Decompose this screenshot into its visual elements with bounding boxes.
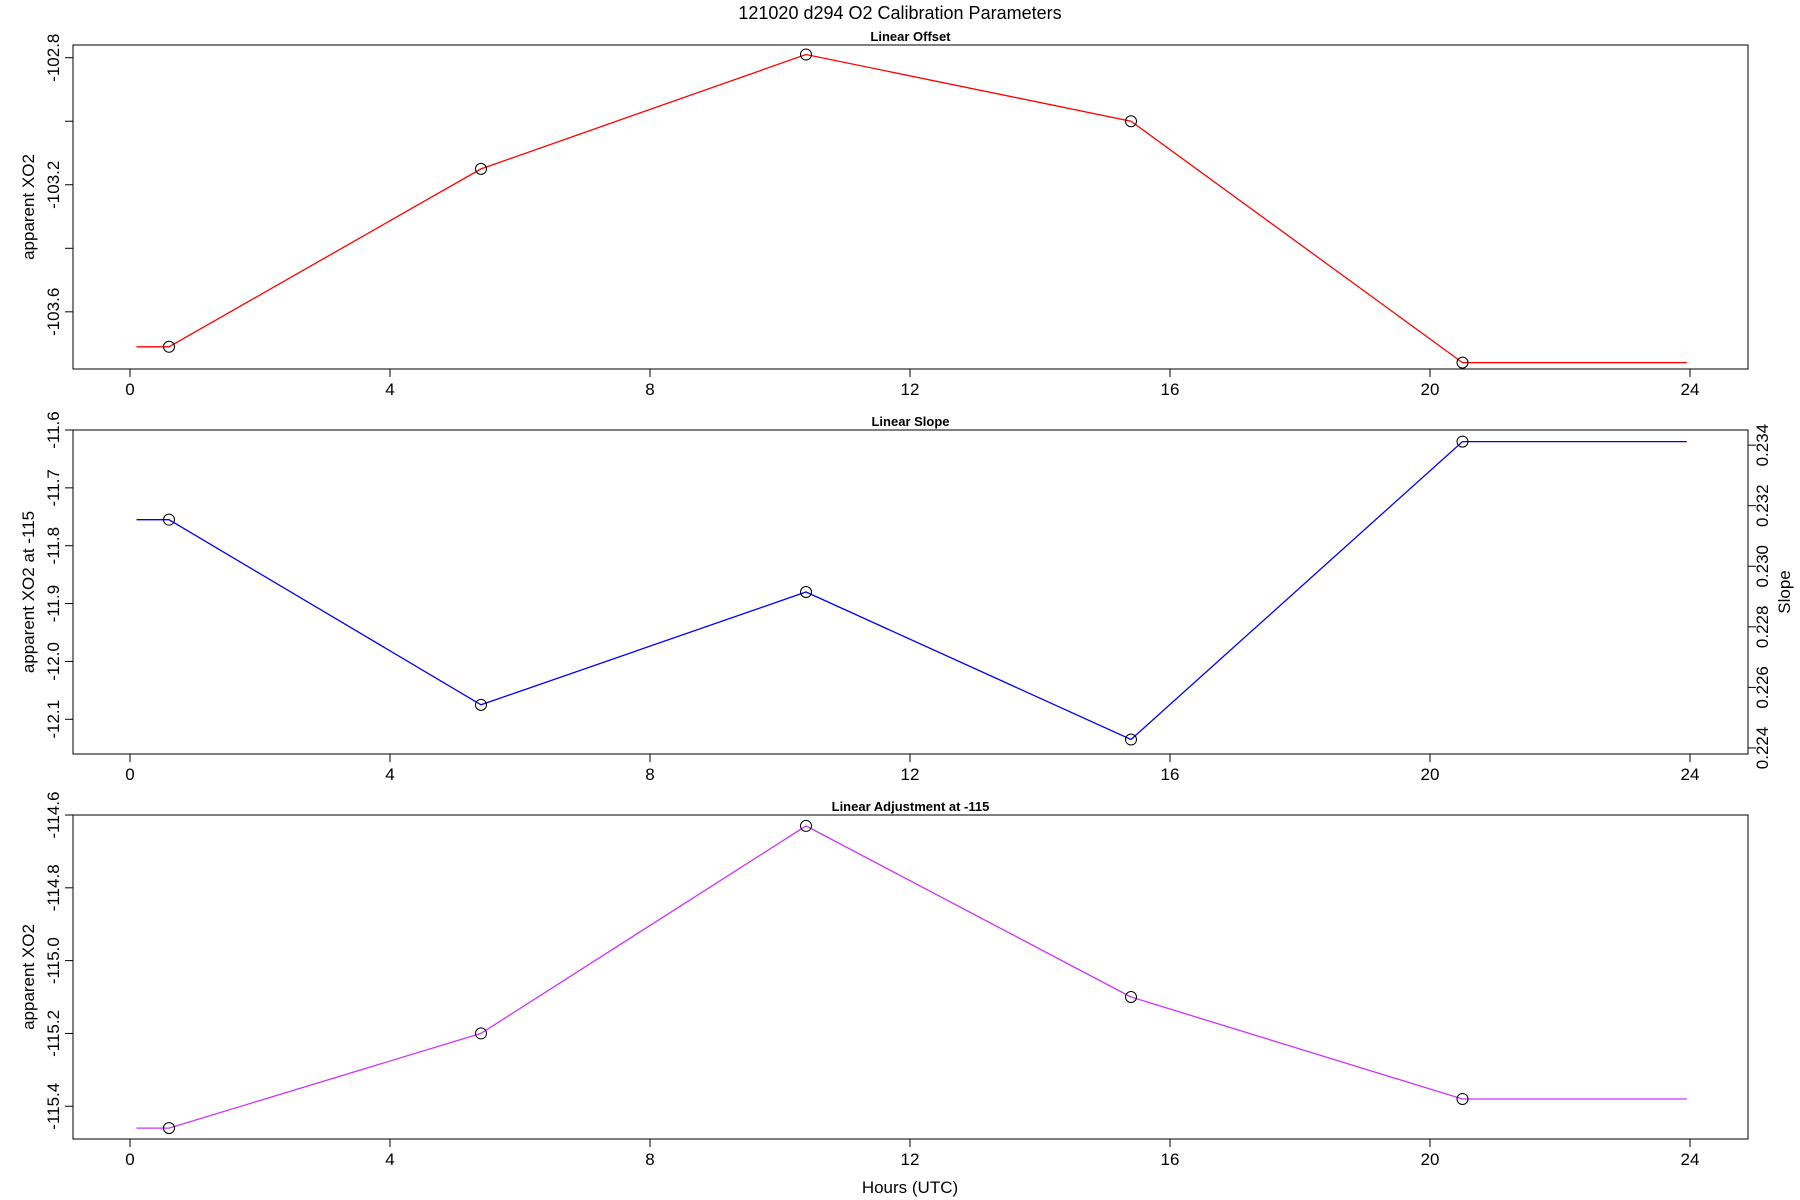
data-point [1125,991,1137,1004]
data-point [163,340,175,353]
data-point [475,698,487,711]
y-tick-label: -11.7 [44,469,63,507]
y-tick-label: -115.2 [44,1010,63,1057]
figure-title: 121020 d294 O2 Calibration Parameters [738,3,1061,23]
data-point [800,819,812,832]
data-point [1125,115,1137,128]
y-tick-label: -114.8 [44,864,63,911]
x-tick-label: 0 [125,765,134,784]
x-tick-label: 24 [1681,765,1700,784]
y2-tick-label: 0.226 [1753,666,1772,709]
y-tick-label: -11.8 [44,527,63,565]
y-tick-label: -12.1 [44,700,63,739]
y-tick-label: -115.0 [44,937,63,984]
y-tick-label: -103.2 [44,161,63,209]
data-point [1125,733,1137,746]
x-tick-label: 24 [1681,1150,1700,1169]
x-tick-label: 12 [901,380,920,399]
y2-tick-label: 0.228 [1753,606,1772,649]
x-tick-label: 12 [901,765,920,784]
y-tick-label: -115.4 [44,1083,63,1130]
x-axis-label: Hours (UTC) [862,1178,958,1197]
y-tick-label: -11.6 [44,411,63,449]
data-point [475,1027,487,1040]
panel-title: Linear Adjustment at -115 [832,799,990,814]
x-tick-label: 20 [1421,380,1440,399]
y2-tick-label: 0.232 [1753,484,1772,527]
x-tick-label: 24 [1681,380,1700,399]
x-tick-label: 12 [901,1150,920,1169]
y2-axis-label: Slope [1775,570,1794,613]
x-tick-label: 16 [1161,765,1180,784]
x-tick-label: 20 [1421,765,1440,784]
series-line [136,53,1687,364]
panel-title: Linear Offset [870,29,951,44]
data-point [800,586,812,598]
x-tick-label: 16 [1161,380,1180,399]
panel-title: Linear Slope [871,414,949,429]
x-tick-label: 16 [1161,1150,1180,1169]
data-point [163,513,175,526]
chart-panel-3: Linear Adjustment at -115 0 4 8 12 16 20 24 -115… [19,792,1749,1169]
x-tick-label: 4 [385,765,394,784]
y2-tick-label: 0.230 [1753,545,1772,588]
y-tick-label: -103.6 [44,288,63,336]
x-tick-label: 4 [385,380,394,399]
data-point [1456,435,1469,448]
data-point [800,48,812,61]
x-tick-label: 20 [1421,1150,1440,1169]
y-axis-label: apparent XO2 [19,154,38,260]
y-axis-label: apparent XO2 [19,924,38,1030]
data-point [475,162,487,175]
y-tick-label: -11.9 [44,585,63,623]
y2-tick-label: 0.234 [1753,424,1772,467]
y-tick-label: -114.6 [44,792,63,839]
data-point [1456,1092,1469,1105]
x-tick-label: 0 [125,380,134,399]
data-point [163,1122,175,1135]
x-tick-label: 4 [385,1150,394,1169]
data-point [1456,356,1469,369]
y2-tick-label: 0.224 [1753,727,1772,770]
x-tick-label: 0 [125,1150,134,1169]
x-tick-label: 8 [645,1150,654,1169]
series-line [136,825,1687,1129]
x-tick-label: 8 [645,765,654,784]
y-axis-label: apparent XO2 at -115 [19,511,38,673]
series-line [136,440,1687,741]
y-tick-label: -102.8 [44,34,63,82]
chart-panel-2: Linear Slope 0 4 8 12 16 20 24 -12.1 -12.0 -11.9 -1… [19,411,1794,784]
x-tick-label: 8 [645,380,654,399]
y-tick-label: -12.0 [44,642,63,681]
chart-panel-1: Linear Offset 0 4 8 12 16 20 24 -103.6 -103.2 -102… [19,29,1749,399]
